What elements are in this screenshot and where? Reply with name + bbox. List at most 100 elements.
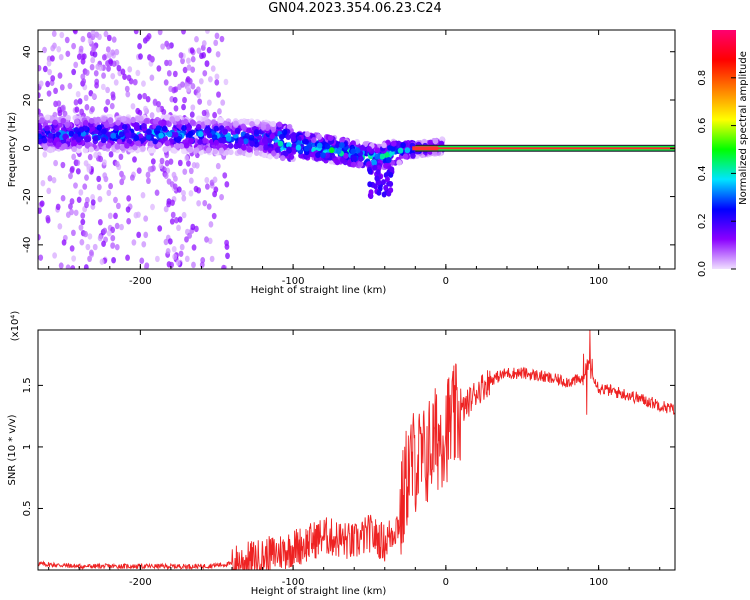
spectrogram-cell xyxy=(197,138,203,145)
spectrogram-cell xyxy=(234,127,241,134)
spectrogram-cell xyxy=(38,234,41,241)
spectrogram-cell xyxy=(182,118,189,125)
spectrogram-cell xyxy=(38,64,42,72)
spectrogram-cell xyxy=(190,104,196,111)
spectrogram-cell xyxy=(41,137,48,144)
spectrogram-cell xyxy=(371,159,378,166)
spectrogram-cell xyxy=(238,118,245,125)
spectrogram-cell xyxy=(125,254,130,261)
spectrogram-cell xyxy=(166,131,173,138)
spectrogram-cell xyxy=(206,203,212,210)
spectrogram-cell xyxy=(184,236,189,243)
spectrogram-cell xyxy=(181,211,187,219)
spectrogram-cell xyxy=(215,162,221,170)
spectrogram-cell xyxy=(186,85,191,93)
spectrogram-cell xyxy=(205,183,210,190)
spectrogram-cell xyxy=(146,177,151,185)
spectrogram-cell xyxy=(62,133,68,140)
spectrogram-cell xyxy=(130,103,136,110)
spectrogram-cell xyxy=(189,111,195,118)
spectrogram-cell xyxy=(212,111,218,119)
spectrogram-cell xyxy=(75,136,82,143)
y-tick-label: -40 xyxy=(22,237,33,253)
spectrogram-cell xyxy=(110,132,116,139)
spectrogram-cell xyxy=(178,250,184,257)
spectrogram-cell xyxy=(152,138,159,145)
spectrogram-cell xyxy=(359,144,366,151)
spectrogram-cell xyxy=(222,172,228,179)
spectrogram-cell xyxy=(199,52,204,60)
spectrogram-cell xyxy=(84,136,90,143)
spectrogram-cell xyxy=(157,225,163,232)
spectrogram-cell xyxy=(350,140,356,147)
snr-series-line xyxy=(38,330,675,570)
spectrogram-cell xyxy=(149,112,155,119)
spectrogram-cell xyxy=(46,90,52,97)
spectrogram-cell xyxy=(224,239,229,247)
spectrogram-cell xyxy=(101,115,107,122)
spectrogram-cell xyxy=(193,185,199,193)
spectrogram-cell xyxy=(82,119,89,126)
spectrogram-cell xyxy=(219,193,224,201)
spectrogram-cell xyxy=(70,265,76,269)
spectrogram-cell xyxy=(73,30,78,35)
spectrogram-cell xyxy=(214,79,220,86)
spectrogram-cell xyxy=(188,167,194,175)
spectrogram-cell xyxy=(133,30,139,35)
spectrogram-cell xyxy=(115,119,121,126)
spectrogram-cell xyxy=(176,224,181,232)
spectrogram-cell xyxy=(396,159,402,166)
spectrogram-cell xyxy=(86,166,92,173)
spectrogram-cell xyxy=(212,148,218,155)
y-tick-label: 20 xyxy=(22,94,33,107)
spectrogram-cell xyxy=(191,244,197,251)
spectrogram-cell xyxy=(140,145,146,152)
spectrogram-cell xyxy=(224,181,230,188)
spectrogram-cell xyxy=(93,70,99,77)
spectrogram-cell xyxy=(106,34,112,42)
spectrogram-cell xyxy=(376,189,382,196)
spectrogram-cell xyxy=(208,138,215,145)
spectrogram-cell xyxy=(243,118,250,125)
spectrogram-cell xyxy=(143,215,149,222)
spectrogram-cell xyxy=(197,131,204,138)
spectrogram-cell xyxy=(190,56,196,63)
spectrogram-cell xyxy=(379,153,386,160)
spectrogram-cell xyxy=(154,189,160,196)
spectrogram-cell xyxy=(53,87,58,95)
spectrogram-cell xyxy=(116,138,123,145)
spectrogram-cell xyxy=(351,155,358,162)
spectrogram-cell xyxy=(102,227,108,234)
spectrogram-cell xyxy=(114,48,120,56)
spectrogram-cell xyxy=(219,35,225,43)
spectrogram-cell xyxy=(194,36,199,43)
spectrogram-cell xyxy=(214,73,220,80)
spectrogram-cell xyxy=(111,36,117,43)
spectrogram-cell xyxy=(223,78,229,86)
spectrogram-cell xyxy=(175,259,181,266)
spectrogram-cell xyxy=(188,177,194,184)
spectrogram-cell xyxy=(404,147,411,154)
spectrogram-cell xyxy=(181,30,186,35)
spectrogram-cell xyxy=(110,72,116,80)
spectrogram-cell xyxy=(171,147,178,154)
spectrogram-cell xyxy=(206,46,212,54)
spectrogram-cell xyxy=(126,218,132,225)
y-tick-label: -20 xyxy=(22,188,33,204)
spectrogram-cell xyxy=(260,124,267,131)
spectrogram-cell xyxy=(73,118,80,125)
spectrogram-cell xyxy=(103,30,109,38)
spectrogram-cell xyxy=(339,142,345,149)
spectrogram-cell xyxy=(216,91,221,98)
spectrogram-cell xyxy=(73,127,80,134)
spectrogram-cell xyxy=(65,50,71,57)
spectrogram-cell xyxy=(88,249,94,256)
spectrogram-cell xyxy=(193,147,200,154)
spectrogram-cell xyxy=(109,102,115,110)
spectrogram-cell xyxy=(61,239,67,246)
spectrogram-cell xyxy=(375,169,381,176)
spectrogram-cell xyxy=(181,148,187,155)
spectrogram-cell xyxy=(113,125,119,132)
spectrogram-cell xyxy=(171,171,177,179)
